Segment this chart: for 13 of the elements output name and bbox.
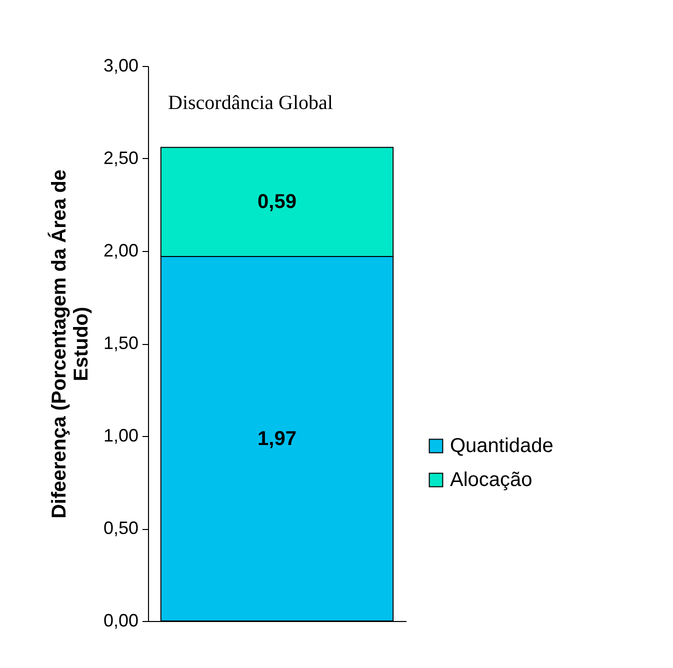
y-tick-label: 2,00: [103, 240, 138, 260]
y-tick-label: 1,50: [103, 333, 138, 353]
y-tick-label: 2,50: [103, 148, 138, 168]
y-tick-label: 0,50: [103, 518, 138, 538]
y-axis-title: Difeerença (Porcentagem da Área de Estudo): [47, 169, 92, 519]
y-tick-label: 0,00: [103, 610, 138, 630]
data-label: 1,97: [258, 428, 296, 450]
y-tick-label: 3,00: [103, 56, 138, 76]
y-tick-label: 1,00: [103, 426, 138, 446]
annotation: Discordância Global: [168, 92, 334, 114]
data-label: 0,59: [258, 190, 296, 213]
legend-label: Quantidade: [450, 435, 554, 457]
legend-label: Alocação: [450, 469, 532, 491]
